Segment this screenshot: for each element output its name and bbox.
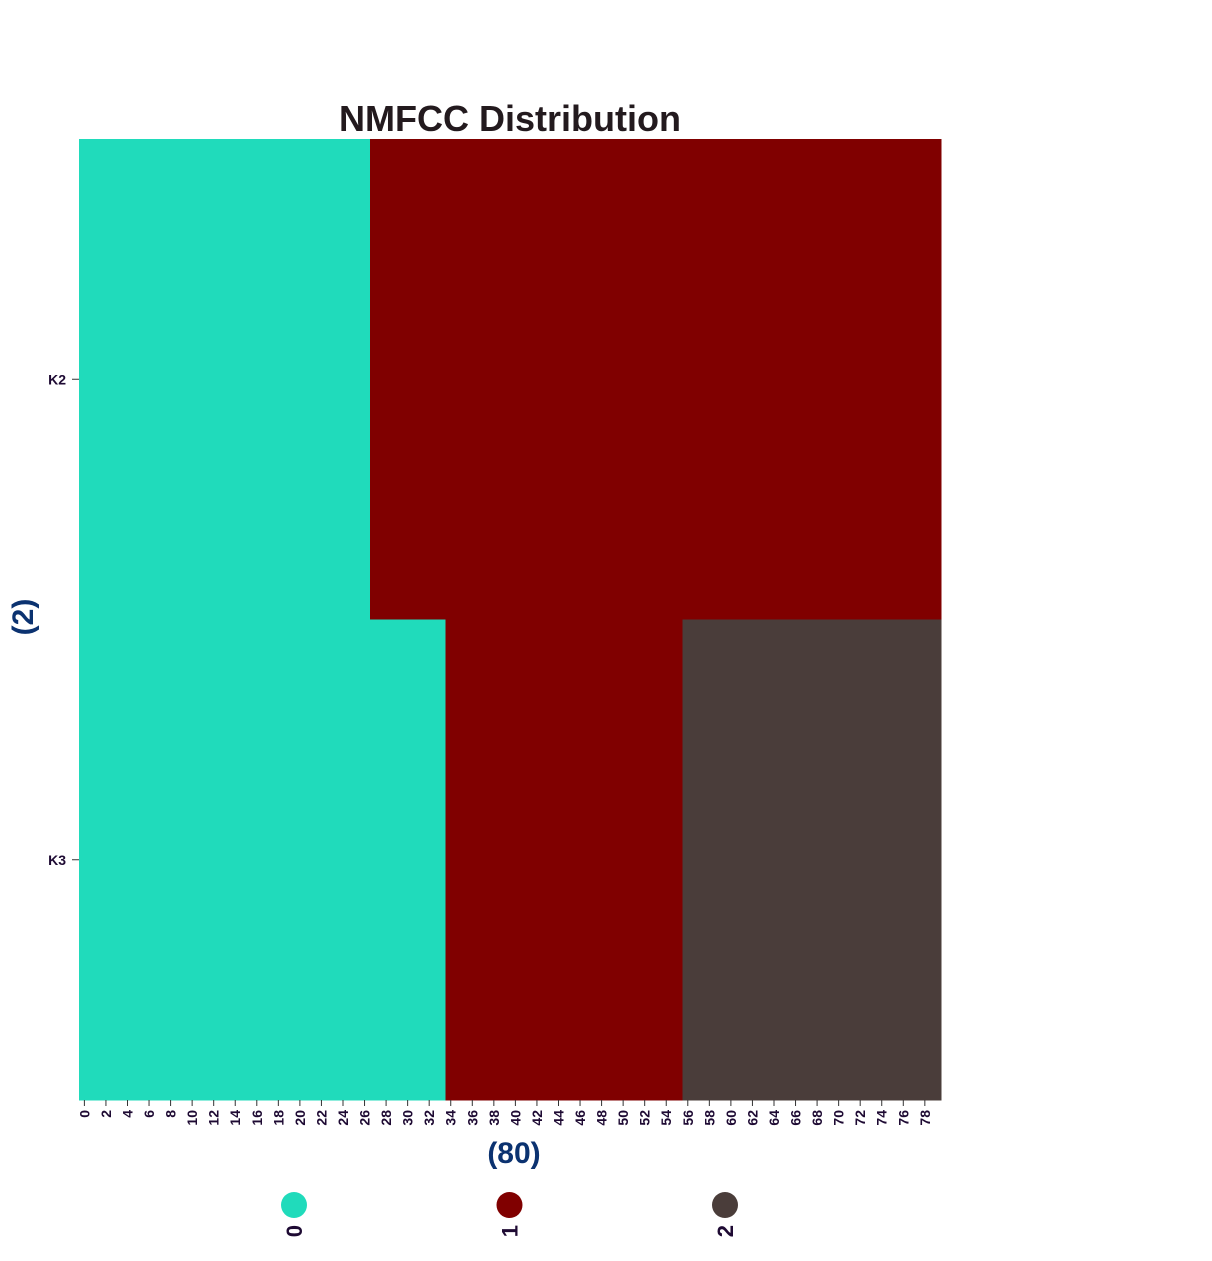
x-tick-label: 68	[809, 1110, 825, 1126]
x-tick-label: 64	[766, 1110, 782, 1126]
x-tick-label: 54	[658, 1110, 674, 1126]
x-tick-label: 70	[831, 1110, 847, 1126]
heatmap-segment-K2-cat-1	[369, 139, 942, 620]
heatmap-segment-K2-cat-0	[79, 139, 371, 620]
legend-marker-1	[496, 1192, 523, 1218]
x-tick-label: 14	[227, 1110, 243, 1126]
x-tick-label: 26	[357, 1110, 373, 1126]
x-tick-label: 22	[313, 1110, 329, 1126]
x-tick-label: 32	[421, 1110, 437, 1126]
x-tick-label: 24	[335, 1110, 351, 1126]
legend-label-0: 0	[282, 1225, 307, 1237]
x-tick-label: 10	[184, 1110, 200, 1126]
legend-marker-0	[281, 1192, 307, 1218]
x-tick-label: 46	[572, 1110, 588, 1126]
heatmap-segment-K3-cat-1	[445, 619, 683, 1101]
x-tick-label: 6	[141, 1110, 157, 1118]
x-tick-label: 56	[680, 1110, 696, 1126]
x-tick-label: 30	[400, 1110, 416, 1126]
y-tick-label: K3	[48, 852, 66, 868]
x-axis-label: (80)	[487, 1137, 540, 1170]
x-tick-label: 72	[852, 1110, 868, 1126]
y-axis-label: (2)	[7, 599, 40, 636]
x-tick-label: 20	[292, 1110, 308, 1126]
x-tick-label: 0	[76, 1110, 92, 1118]
y-axis-ticks: K2 K3	[48, 371, 79, 868]
x-tick-label: 62	[744, 1110, 760, 1126]
x-tick-label: 28	[378, 1110, 394, 1126]
x-tick-label: 34	[443, 1110, 459, 1126]
x-tick-label: 78	[917, 1110, 933, 1126]
x-tick-label: 38	[486, 1110, 502, 1126]
heatmap-segment-K3-cat-0	[79, 619, 446, 1101]
legend-marker-2	[712, 1192, 738, 1218]
x-tick-label: 2	[98, 1110, 114, 1118]
legend: 0 1 2	[281, 1192, 738, 1237]
y-tick-label: K2	[48, 371, 66, 387]
x-tick-label: 42	[529, 1110, 545, 1126]
x-tick-label: 50	[615, 1110, 631, 1126]
x-tick-label: 44	[550, 1110, 566, 1126]
x-tick-label: 66	[788, 1110, 804, 1126]
x-tick-label: 8	[163, 1110, 179, 1118]
legend-label-2: 2	[713, 1225, 738, 1237]
x-tick-label: 58	[701, 1110, 717, 1126]
x-tick-label: 76	[895, 1110, 911, 1126]
x-tick-label: 60	[723, 1110, 739, 1126]
x-tick-label: 18	[270, 1110, 286, 1126]
x-tick-label: 16	[249, 1110, 265, 1126]
x-tick-label: 4	[119, 1110, 135, 1118]
x-tick-label: 40	[507, 1110, 523, 1126]
x-tick-label: 48	[594, 1110, 610, 1126]
x-tick-label: 52	[637, 1110, 653, 1126]
x-axis-ticks: 0 2 4 6 8 10 12 14 16 18 20 22 24 26 28 30 32 34 36 38 40 42 4…	[76, 1100, 933, 1126]
heatmap-cells	[79, 139, 942, 1101]
x-tick-label: 12	[206, 1110, 222, 1126]
chart-title: NMFCC Distribution	[339, 98, 681, 139]
x-tick-label: 74	[874, 1110, 890, 1126]
heatmap-segment-K3-cat-2	[682, 619, 942, 1101]
x-tick-label: 36	[464, 1110, 480, 1126]
legend-label-1: 1	[498, 1225, 523, 1237]
